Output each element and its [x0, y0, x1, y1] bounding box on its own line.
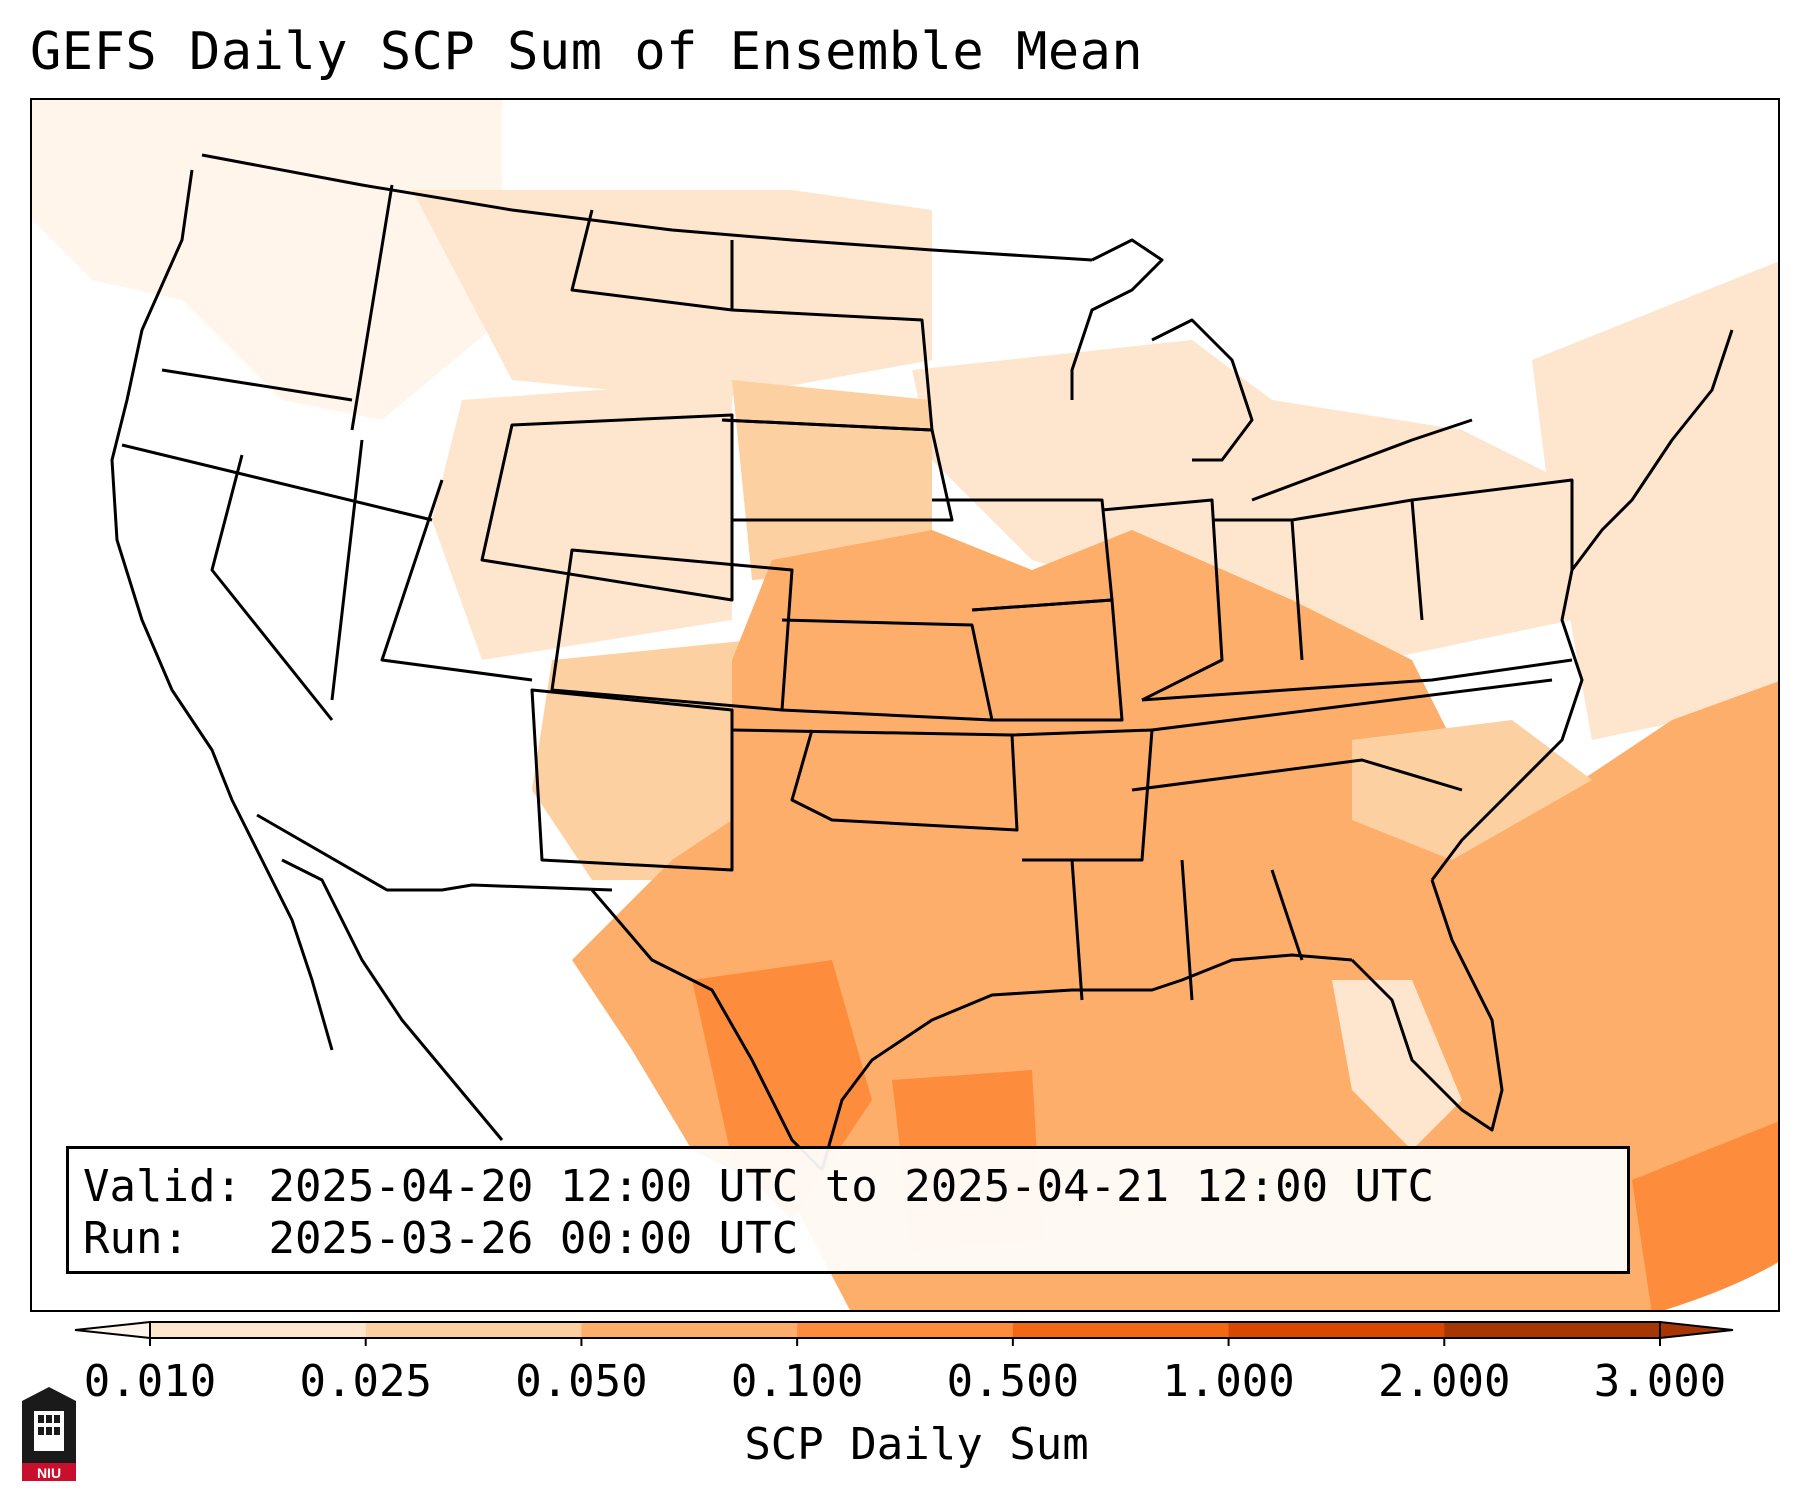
colorbar-tick-label: 1.000: [1162, 1356, 1295, 1407]
east-coast: [1430, 329, 1734, 881]
baja-coast: [281, 858, 504, 1141]
logo-text: NIU: [37, 1465, 61, 1481]
colorbar-tick-label: 0.025: [299, 1356, 432, 1407]
gulf-coast: [820, 953, 1353, 1171]
shade-north-plains: [412, 190, 932, 400]
shade-northeast: [1532, 261, 1778, 740]
lake-erie-ontario: [1251, 418, 1473, 502]
shade-florida: [1332, 980, 1462, 1150]
florida-coast: [1350, 879, 1504, 1132]
shade-nw-light: [32, 100, 502, 420]
colorbar-extend-min: [74, 1320, 151, 1340]
shade-great-lakes: [912, 340, 1572, 660]
colorbar-tick-label: 3.000: [1593, 1356, 1727, 1407]
colorbar-tick-label: 0.100: [730, 1356, 864, 1407]
map-panel: [30, 98, 1780, 1312]
colorbar-segment: [797, 1322, 1014, 1338]
colorbar-tick-label: 2.000: [1378, 1356, 1511, 1407]
colorbar-segment: [1228, 1322, 1445, 1338]
run-row: Run: 2025-03-26 00:00 UTC: [83, 1213, 1613, 1265]
us-canada-border: [201, 153, 1093, 262]
colorbar-segment: [1444, 1322, 1661, 1338]
chart-title: GEFS Daily SCP Sum of Ensemble Mean: [30, 22, 1144, 82]
colorbar-extend-max: [1659, 1320, 1734, 1340]
colorbar-segment: [581, 1322, 798, 1338]
shade-south-central: [572, 530, 1778, 1310]
colorbar-ticks: [149, 1338, 1661, 1346]
domain-edge: [1664, 1262, 1778, 1310]
west-coast: [110, 169, 334, 1051]
run-label: Run:: [83, 1213, 189, 1264]
boundaries: [110, 153, 1734, 1172]
colorbar-segment: [150, 1322, 367, 1338]
shade-carolinas: [1352, 720, 1592, 860]
shade-colorado-nm: [532, 640, 752, 880]
colorbar-label: SCP Daily Sum: [744, 1419, 1089, 1470]
logo-band: [22, 1463, 76, 1481]
colorbar: [74, 1320, 1734, 1346]
map-svg: [32, 100, 1778, 1310]
valid-value: 2025-04-20 12:00 UTC to 2025-04-21 12:00…: [268, 1161, 1435, 1212]
colorbar-tick-label: 0.500: [946, 1356, 1080, 1407]
valid-label: Valid:: [83, 1161, 242, 1212]
scp-shading: [32, 100, 1778, 1310]
shade-dakotas: [732, 380, 932, 580]
valid-time-box: Valid: 2025-04-20 12:00 UTC to 2025-04-2…: [66, 1146, 1630, 1274]
colorbar-segments: [149, 1321, 1661, 1339]
niu-logo: NIU: [22, 1387, 76, 1481]
colorbar-tick-label: 0.010: [83, 1356, 217, 1407]
shade-caribbean-dark: [1632, 1121, 1778, 1310]
colorbar-segment: [365, 1322, 582, 1338]
lake-superior: [1070, 238, 1164, 400]
valid-row: Valid: 2025-04-20 12:00 UTC to 2025-04-2…: [83, 1161, 1613, 1213]
rio-grande: [590, 889, 824, 1172]
mexico-border-west: [256, 813, 613, 892]
colorbar-segment: [1012, 1322, 1230, 1338]
colorbar-tick-label: 0.050: [515, 1356, 648, 1407]
lake-michigan-huron: [1151, 318, 1254, 462]
run-value: 2025-03-26 00:00 UTC: [268, 1213, 799, 1264]
